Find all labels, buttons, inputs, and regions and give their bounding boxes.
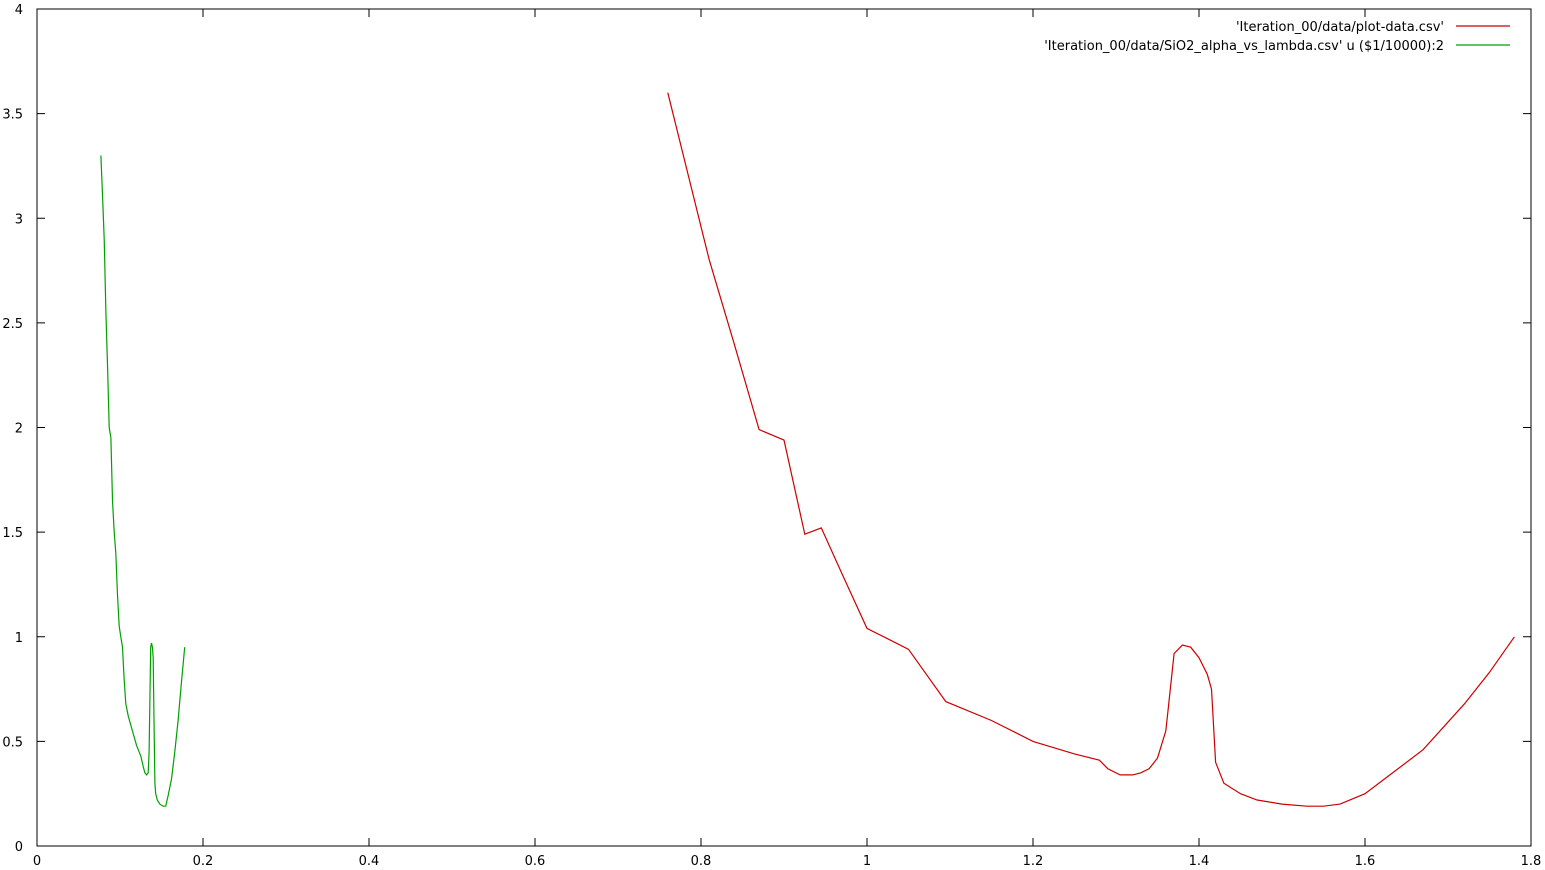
series-line-2	[100, 155, 186, 807]
axis-ticks	[36, 8, 1532, 847]
x-tick-label: 1.8	[1521, 854, 1542, 869]
series-lines	[100, 92, 1515, 807]
y-tick-label: 4	[15, 3, 23, 18]
y-tick-label: 1.5	[2, 526, 23, 541]
legend: 'Iteration_00/data/plot-data.csv' 'Iterat…	[1044, 20, 1510, 54]
x-tick-label: 1.6	[1355, 854, 1376, 869]
y-tick-labels: 0 0.5 1 1.5 2 2.5 3 3.5 4	[2, 3, 23, 855]
legend-label: 'Iteration_00/data/plot-data.csv'	[1236, 20, 1444, 35]
x-tick-label: 0.8	[691, 854, 712, 869]
x-tick-label: 1.2	[1023, 854, 1044, 869]
y-tick-label: 3	[15, 212, 23, 227]
y-tick-label: 0	[15, 840, 23, 855]
x-tick-label: 0.4	[359, 854, 380, 869]
x-tick-label: 1.4	[1189, 854, 1210, 869]
y-tick-label: 0.5	[2, 735, 23, 750]
y-tick-label: 2.5	[2, 317, 23, 332]
legend-label: 'Iteration_00/data/SiO2_alpha_vs_lambda.…	[1044, 39, 1444, 54]
y-tick-label: 1	[15, 631, 23, 646]
x-tick-label: 0.2	[193, 854, 214, 869]
series-line-1	[667, 92, 1515, 807]
x-tick-label: 1	[863, 854, 871, 869]
y-tick-label: 2	[15, 422, 23, 437]
x-tick-labels: 0 0.2 0.4 0.6 0.8 1 1.2 1.4 1.6 1.8	[33, 854, 1541, 869]
x-tick-label: 0	[33, 854, 41, 869]
y-tick-label: 3.5	[2, 108, 23, 123]
x-tick-label: 0.6	[525, 854, 546, 869]
plot-frame	[36, 8, 1532, 847]
